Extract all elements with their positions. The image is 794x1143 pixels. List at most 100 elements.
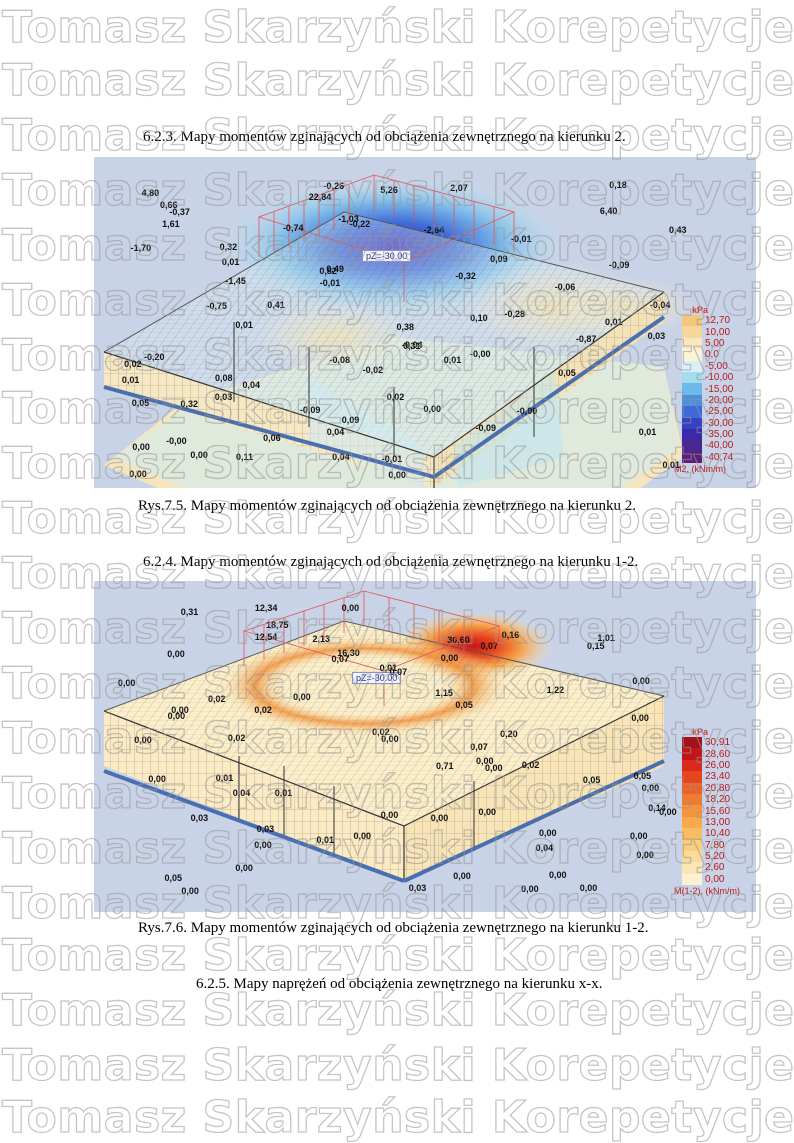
moment-value-label: -0,20 (144, 352, 165, 363)
load-value-label: pZ=-30.00 (362, 250, 412, 262)
moment-value-label: 0,05 (131, 398, 150, 409)
moment-value-label: 0,11 (236, 451, 254, 462)
legend-entry: -40,00 (682, 440, 754, 452)
moment-value-label: 0,07 (470, 742, 488, 753)
moment-value-label: 0,00 (641, 783, 660, 794)
legend-entry: 7,80 (682, 839, 754, 851)
watermark-text: Tomasz Skarzyński Korepetycje©To (1, 1091, 794, 1143)
moment-value-label: 0,00 (254, 840, 272, 850)
moment-value-label: 0,04 (326, 426, 345, 437)
moment-value-label: 0,66 (160, 199, 178, 210)
moment-value-label: 0,01 (605, 316, 623, 327)
legend-swatch (682, 793, 702, 806)
section-heading-6-2-4: 6.2.4. Mapy momentów zginających od obci… (143, 554, 639, 570)
moment-value-label: 0,15 (587, 641, 605, 652)
moment-value-label: -0,28 (504, 309, 526, 320)
moment-value-label: -0,37 (169, 206, 190, 217)
moment-value-label: 18,75 (266, 619, 289, 630)
moment-value-label: -0,08 (329, 355, 351, 366)
moment-value-label: 0,00 (549, 870, 567, 881)
moment-value-label: 1,61 (162, 218, 180, 229)
moment-value-label: 0,00 (636, 849, 654, 860)
moment-value-label: -0,00 (516, 405, 538, 416)
legend-entry: 2,60 (682, 862, 754, 874)
moment-value-label: 0,01 (235, 320, 253, 330)
legend-value: 30,91 (705, 737, 731, 749)
legend-swatch (682, 326, 702, 338)
moment-value-label: 0,05 (164, 872, 182, 883)
legend-swatch (682, 337, 702, 350)
moment-value-label: 0,00 (381, 733, 399, 744)
moment-value-label: 0,38 (396, 322, 415, 333)
moment-value-label: 0,01 (316, 834, 335, 845)
legend-swatch (682, 394, 702, 407)
moment-value-label: 0,04 (232, 788, 251, 799)
moment-value-label: -1,70 (130, 242, 152, 253)
legend-value: 5,00 (705, 337, 725, 349)
moment-value-label: 0,01 (379, 663, 398, 674)
legend-swatch (682, 360, 702, 372)
legend-entry: -15,00 (682, 383, 754, 395)
legend-entry: 26,00 (682, 759, 754, 772)
legend-value: 10,40 (705, 828, 731, 840)
legend-entry: 20,80 (682, 782, 754, 794)
moment-value-label: -0,75 (206, 300, 227, 311)
moment-value-label: 0,00 (341, 603, 360, 614)
moment-value-label: 0,10 (470, 312, 488, 323)
moment-value-label: -0,74 (282, 223, 304, 234)
legend-unit-bottom: M2, (kNm/m) (674, 464, 726, 475)
legend-entry: 15,60 (682, 805, 754, 817)
legend-entry: 5,20 (682, 850, 754, 863)
moment-value-label: 0,01 (662, 459, 681, 470)
moment-value-label: 16,30 (337, 647, 360, 658)
color-legend: kPa 12,70 10,00 5,00 0,0 -5,00 -10,00 -15,00 -2… (674, 305, 754, 474)
moment-value-label: -0,00 (166, 435, 187, 446)
legend-swatch (682, 828, 702, 840)
moment-value-label: 0,00 (388, 470, 406, 481)
moment-value-label: 0,03 (214, 391, 233, 402)
legend-value: -30,00 (705, 417, 734, 429)
legend-entry: -30,00 (682, 417, 754, 429)
moment-value-label: 1,22 (546, 684, 565, 695)
legend-value: -15,00 (705, 383, 734, 395)
legend-swatch (682, 383, 702, 395)
legend-value: -40,00 (705, 440, 734, 452)
moment-value-label: 0,02 (386, 391, 405, 402)
watermark-text: Tomasz Skarzyński Korepetycje©To (1, 54, 794, 106)
moment-value-label: 2,07 (450, 182, 468, 193)
load-diagram-box (257, 174, 516, 302)
figure-caption-7-6: Rys.7.6. Mapy momentów zginających od ob… (138, 920, 649, 936)
legend-value: -40,74 (705, 451, 734, 463)
moment-value-label: 12,34 (254, 603, 278, 614)
legend-entry: 23,40 (682, 771, 754, 783)
moment-value-label: -0,04 (649, 299, 671, 310)
legend-entry: -35,00 (682, 428, 754, 441)
legend-swatch (682, 862, 702, 874)
legend-value: 15,60 (705, 805, 731, 817)
load-diagram-box (242, 590, 501, 706)
moment-value-label: -0,04 (402, 340, 423, 351)
moment-value-label: 0,00 (423, 404, 441, 415)
moment-value-label: 0,08 (214, 373, 233, 384)
moment-value-label: -0,32 (455, 271, 476, 282)
moment-value-label: 0,20 (500, 729, 518, 740)
legend-swatch (682, 759, 702, 772)
moment-value-label: 0,02 (372, 726, 390, 737)
legend-swatch (682, 850, 702, 863)
moment-value-label: 0,00 (440, 653, 459, 664)
watermark-text: Tomasz Skarzyński Korepetycje©To (1, 929, 794, 981)
moment-value-label: -0,01 (381, 453, 403, 464)
moment-value-label: 0,09 (341, 415, 360, 426)
legend-value: 5,20 (705, 851, 725, 863)
moment-value-label: 1,15 (435, 687, 453, 698)
moment-value-label: -0,02 (362, 365, 384, 376)
moment-value-label: 0,00 (453, 871, 471, 882)
moment-value-label: 0,07 (389, 667, 408, 678)
moment-value-label: 0,01 (121, 375, 140, 386)
moment-value-label: 22,84 (308, 192, 332, 203)
moment-value-label: 0,00 (430, 813, 449, 824)
moment-value-label: 0,03 (190, 812, 209, 823)
legend-value: -25,00 (705, 406, 734, 418)
moment-value-label: 0,00 (181, 886, 199, 897)
legend-swatch (682, 782, 702, 794)
